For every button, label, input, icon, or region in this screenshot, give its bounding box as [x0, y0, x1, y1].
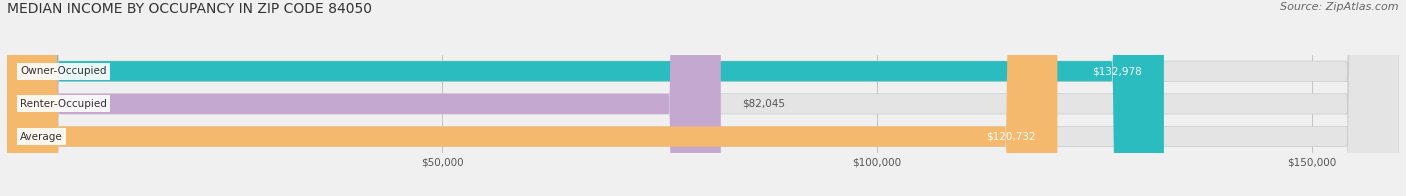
Text: Renter-Occupied: Renter-Occupied — [20, 99, 107, 109]
Text: MEDIAN INCOME BY OCCUPANCY IN ZIP CODE 84050: MEDIAN INCOME BY OCCUPANCY IN ZIP CODE 8… — [7, 2, 373, 16]
Text: Owner-Occupied: Owner-Occupied — [20, 66, 107, 76]
FancyBboxPatch shape — [7, 0, 1164, 196]
FancyBboxPatch shape — [7, 0, 1399, 196]
FancyBboxPatch shape — [7, 0, 1399, 196]
Text: Average: Average — [20, 132, 63, 142]
Text: Source: ZipAtlas.com: Source: ZipAtlas.com — [1281, 2, 1399, 12]
Text: $132,978: $132,978 — [1092, 66, 1142, 76]
FancyBboxPatch shape — [7, 0, 721, 196]
Text: $120,732: $120,732 — [986, 132, 1036, 142]
Text: $82,045: $82,045 — [742, 99, 786, 109]
FancyBboxPatch shape — [7, 0, 1057, 196]
FancyBboxPatch shape — [7, 0, 1399, 196]
